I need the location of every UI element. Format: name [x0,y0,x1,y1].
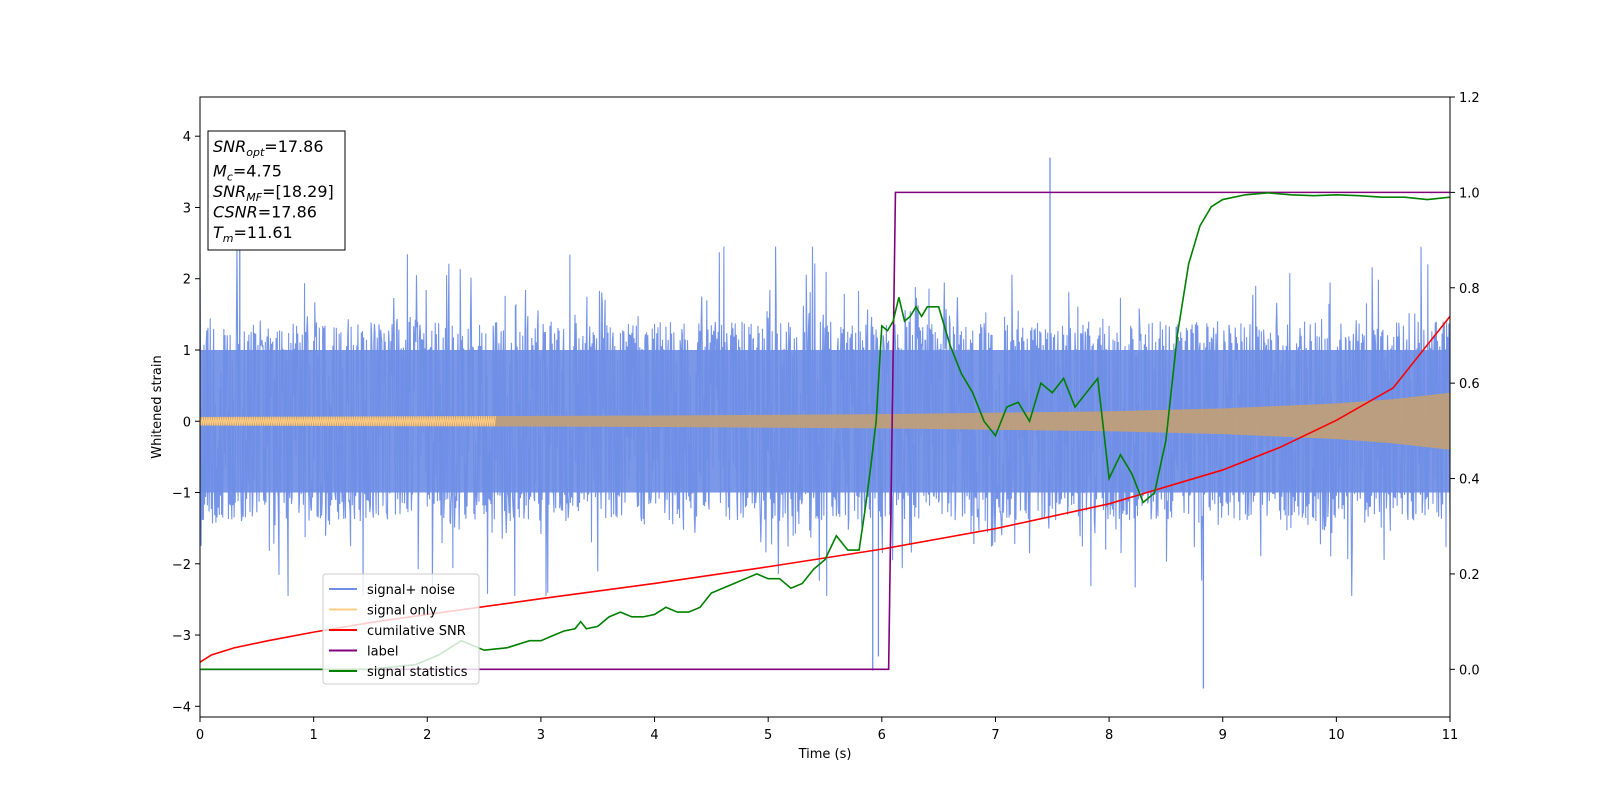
legend-entry: signal statistics [367,665,468,680]
legend-entry: signal only [367,604,437,619]
y-axis-right: 0.0 0.2 0.4 0.6 0.8 1.0 1.2 [1450,91,1480,678]
signal-only-line [200,415,496,427]
y-left-tick-label: −4 [172,700,191,715]
legend-entry: label [367,645,398,660]
signal-statistics-line [200,192,1450,671]
legend: signal+ noise signal only cumilative SNR la… [322,573,480,685]
y-left-tick-label: 2 [183,273,191,288]
y-right-tick-label: 0.4 [1459,473,1480,488]
y-left-tick-label: 4 [183,130,191,145]
signal-only-series [200,392,1450,450]
label-line [200,191,1450,671]
x-tick-label: 10 [1328,728,1345,743]
x-tick-label: 1 [309,728,317,743]
annotation-box: SNRopt=17.86 Mc=4.75SNRMF=[18.29]CSNR=17.… [207,130,346,251]
y-right-tick-label: 0.0 [1459,663,1480,678]
y-left-tick-label: 0 [183,415,191,430]
y-left-tick-label: 1 [183,344,191,359]
y-left-tick-label: −1 [172,487,191,502]
x-tick-label: 9 [1219,728,1227,743]
x-axis-label: Time (s) [798,747,852,762]
x-tick-label: 4 [650,728,658,743]
annotation-line: CSNR=17.86 [213,203,317,222]
annotation-line: Tm=11.61 [213,223,293,245]
x-tick-label: 3 [537,728,545,743]
x-tick-label: 8 [1105,728,1113,743]
signal-only-band [200,392,1450,450]
annotation-line: SNRopt=17.86 [213,137,324,159]
legend-entry: cumilative SNR [367,624,466,639]
y-left-tick-label: −3 [172,629,191,644]
cumilative-snr-line [200,315,1450,663]
x-tick-label: 2 [423,728,431,743]
y-left-tick-label: 3 [183,201,191,216]
plot-frame [199,96,1451,718]
x-tick-label: 5 [764,728,772,743]
annotation-frame [207,130,346,251]
x-tick-label: 6 [878,728,886,743]
y-right-tick-label: 1.2 [1459,91,1480,106]
y-right-tick-label: 0.8 [1459,282,1480,297]
x-axis: 0 1 2 3 4 5 6 7 8 9 10 11 [196,717,1458,743]
y-right-tick-label: 0.2 [1459,568,1480,583]
x-tick-label: 0 [196,728,204,743]
legend-entry: signal+ noise [367,583,455,598]
legend-frame [322,573,480,685]
annotation-line: SNRMF=[18.29] [213,182,334,204]
y-axis-label: Whitened strain [150,355,165,458]
y-right-tick-label: 0.6 [1459,377,1480,392]
y-axis-left: −4 −3 −2 −1 0 1 2 3 4 [172,130,200,715]
x-tick-label: 7 [991,728,999,743]
x-tick-label: 11 [1442,728,1459,743]
y-right-tick-label: 1.0 [1459,186,1480,201]
y-left-tick-label: −2 [172,558,191,573]
annotation-line: Mc=4.75 [213,162,282,184]
right-axis-series [200,191,1450,671]
